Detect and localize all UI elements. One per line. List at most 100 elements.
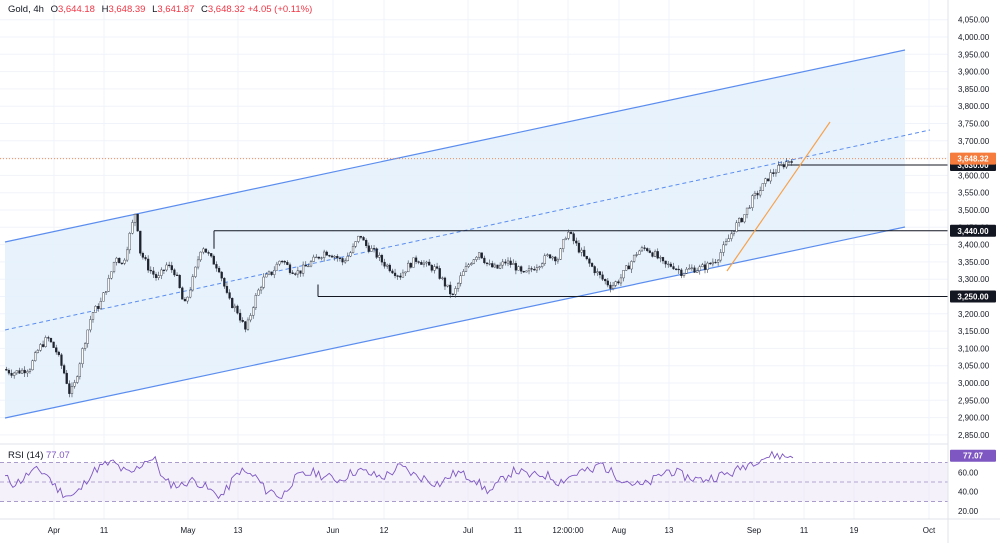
candle-body-up bbox=[611, 285, 615, 289]
candle-body-up bbox=[70, 386, 74, 394]
candle-body-up bbox=[701, 264, 704, 268]
candle-body-down bbox=[173, 269, 176, 276]
candle-body-down bbox=[651, 252, 654, 257]
candle bbox=[257, 288, 260, 296]
candle bbox=[412, 257, 415, 268]
candle-body-up bbox=[441, 277, 444, 279]
high-value: 3,648.39 bbox=[108, 4, 146, 15]
candle bbox=[189, 286, 192, 299]
candle bbox=[249, 313, 252, 323]
candle bbox=[575, 237, 578, 246]
candle bbox=[351, 243, 355, 254]
candle-body-down bbox=[317, 256, 321, 259]
candle bbox=[480, 252, 483, 259]
candle-body-down bbox=[47, 337, 50, 339]
candle bbox=[572, 231, 575, 245]
candle-body-down bbox=[648, 250, 651, 253]
candle bbox=[309, 260, 313, 268]
candle bbox=[546, 253, 549, 257]
candle-body-up bbox=[407, 262, 410, 273]
candle-body-up bbox=[506, 260, 510, 264]
candle bbox=[554, 256, 557, 265]
candle bbox=[690, 264, 693, 271]
candle-body-up bbox=[89, 319, 92, 331]
candle-body-up bbox=[257, 289, 260, 296]
candle bbox=[367, 242, 370, 254]
candle bbox=[217, 265, 221, 274]
candle-body-down bbox=[703, 264, 707, 270]
candle-body-down bbox=[790, 161, 793, 163]
candle-body-down bbox=[674, 268, 678, 270]
candle bbox=[15, 370, 18, 376]
candle bbox=[357, 235, 360, 244]
candle-body-up bbox=[433, 266, 436, 271]
candle-body-down bbox=[504, 261, 507, 264]
candle-body-up bbox=[194, 266, 197, 277]
candle bbox=[393, 268, 397, 279]
candle-body-up bbox=[189, 289, 192, 298]
candle-body-down bbox=[280, 260, 284, 263]
candle bbox=[667, 260, 670, 268]
candle-body-down bbox=[231, 297, 234, 309]
candle-body-down bbox=[627, 265, 630, 270]
candle-body-down bbox=[299, 270, 302, 274]
candle bbox=[651, 251, 654, 258]
candle bbox=[102, 292, 105, 302]
candle-body-down bbox=[417, 261, 420, 263]
candle bbox=[183, 297, 187, 302]
candle bbox=[706, 261, 709, 273]
candle-body-up bbox=[99, 301, 102, 309]
candle-body-up bbox=[467, 264, 470, 267]
candle-body-up bbox=[446, 284, 449, 287]
price-tick-label: 2,900.00 bbox=[958, 414, 990, 423]
candle-body-down bbox=[577, 242, 581, 253]
rsi-band-fill bbox=[0, 462, 948, 502]
candle bbox=[204, 248, 208, 253]
candle bbox=[136, 213, 139, 232]
candle bbox=[370, 245, 373, 252]
candle-body-up bbox=[551, 256, 554, 259]
candle-body-up bbox=[307, 265, 310, 268]
candle bbox=[722, 241, 725, 257]
candle-body-down bbox=[572, 233, 575, 242]
candle-body-up bbox=[123, 259, 126, 264]
candle bbox=[407, 260, 410, 273]
candle-body-up bbox=[759, 190, 762, 196]
candle bbox=[740, 217, 743, 223]
candle-body-up bbox=[370, 248, 373, 252]
candle bbox=[131, 219, 134, 235]
candle-body-down bbox=[291, 272, 294, 274]
candle-body-up bbox=[667, 263, 670, 265]
candle bbox=[191, 274, 194, 292]
price-tick-label: 3,800.00 bbox=[958, 102, 990, 111]
candle-body-down bbox=[496, 264, 499, 269]
candle-body-down bbox=[593, 266, 596, 274]
candle bbox=[70, 382, 74, 398]
candle-body-down bbox=[766, 178, 770, 182]
candle-body-down bbox=[383, 261, 386, 267]
candle-body-up bbox=[764, 178, 767, 184]
candle-body-up bbox=[265, 273, 268, 278]
time-tick-label: May bbox=[180, 526, 195, 535]
candle bbox=[551, 255, 554, 261]
time-axis: Apr 11 May 13 Jun 12 Jul 11 12:00:00 Aug 13 Sep 11 19… bbox=[0, 518, 1000, 535]
candle-body-up bbox=[630, 261, 633, 270]
candle bbox=[562, 239, 565, 253]
candle-body-up bbox=[44, 337, 47, 347]
candle bbox=[246, 317, 250, 331]
candle-body-up bbox=[267, 271, 271, 275]
candle-body-down bbox=[118, 257, 121, 264]
candle bbox=[62, 363, 66, 375]
candle bbox=[133, 213, 137, 227]
open-value: 3,644.18 bbox=[57, 4, 95, 15]
candle-body-down bbox=[533, 269, 536, 271]
candle-body-down bbox=[41, 344, 45, 347]
low-value: 3,641.87 bbox=[157, 4, 195, 15]
candle-body-down bbox=[428, 261, 431, 266]
candle-body-down bbox=[52, 341, 55, 348]
level-marker-label: 3,250.00 bbox=[957, 293, 989, 302]
candle-body-up bbox=[128, 233, 131, 251]
candle-body-up bbox=[525, 270, 528, 273]
candle-body-up bbox=[296, 270, 299, 275]
candle bbox=[294, 272, 297, 276]
